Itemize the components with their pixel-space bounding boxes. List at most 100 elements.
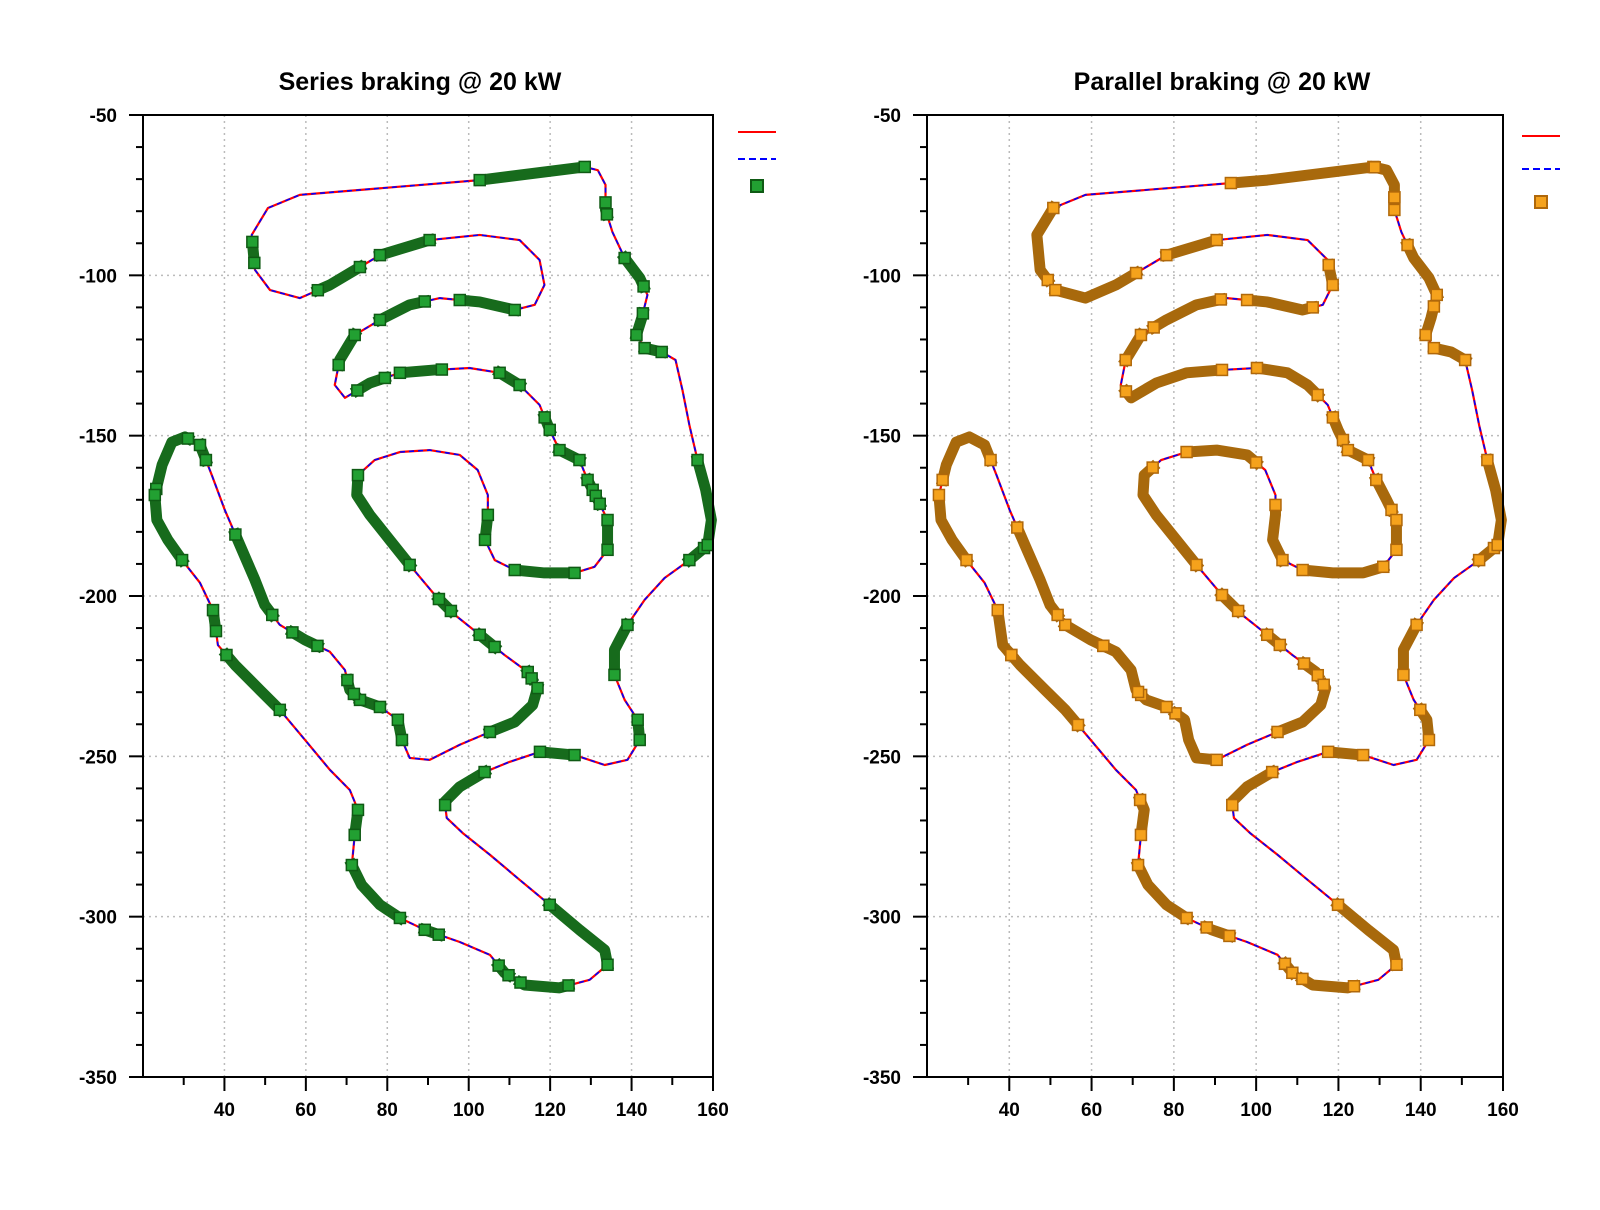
braking-segment — [1118, 364, 1228, 404]
legend-braking-marker — [750, 179, 764, 193]
braking-marker — [209, 624, 223, 638]
braking-segment — [1048, 265, 1144, 304]
braking-marker — [1296, 972, 1309, 986]
braking-marker — [1377, 560, 1390, 574]
braking-marker — [502, 968, 515, 982]
braking-marker — [1047, 201, 1060, 215]
braking-marker — [1250, 361, 1264, 375]
braking-marker — [1336, 433, 1350, 447]
braking-marker — [229, 528, 242, 541]
x-tick-label: 160 — [697, 1100, 729, 1121]
y-tick-label: -250 — [863, 747, 901, 768]
braking-marker — [1410, 618, 1423, 632]
braking-marker — [1430, 288, 1444, 302]
braking-marker — [435, 363, 449, 376]
braking-marker — [608, 668, 621, 682]
braking-marker — [478, 533, 492, 547]
braking-marker — [601, 513, 614, 527]
braking-marker — [568, 748, 581, 762]
braking-marker — [473, 173, 486, 187]
braking-segment — [228, 527, 280, 623]
braking-segment — [1250, 361, 1326, 403]
x-tick-label: 160 — [1487, 1100, 1519, 1121]
braking-marker — [351, 384, 364, 397]
braking-marker — [932, 488, 946, 502]
braking-marker — [348, 828, 361, 842]
chart-title: Series braking @ 20 kW — [279, 68, 562, 96]
braking-marker — [348, 328, 361, 342]
braking-marker — [1481, 453, 1494, 467]
braking-marker — [378, 371, 392, 385]
braking-marker — [1388, 191, 1401, 204]
braking-marker — [1071, 718, 1085, 732]
x-tick-label: 120 — [534, 1100, 566, 1121]
y-tick-label: -150 — [79, 427, 117, 448]
braking-marker — [1296, 563, 1309, 577]
braking-segment — [1480, 453, 1507, 552]
braking-marker — [1388, 203, 1401, 217]
braking-marker — [1326, 411, 1340, 424]
track-line — [937, 165, 1503, 989]
braking-marker — [199, 453, 213, 467]
braking-marker — [1297, 657, 1311, 670]
braking-segment — [1267, 499, 1290, 568]
braking-marker — [936, 473, 949, 487]
braking-segment — [473, 160, 591, 187]
braking-marker — [984, 453, 997, 467]
braking-marker — [655, 345, 668, 359]
braking-segment — [1159, 233, 1224, 262]
braking-segment — [310, 259, 368, 298]
y-tick-label: -300 — [79, 908, 117, 929]
braking-segment — [1296, 559, 1391, 579]
braking-segment — [608, 617, 635, 681]
braking-marker — [636, 307, 650, 320]
braking-marker — [1422, 733, 1436, 747]
braking-segment — [453, 294, 522, 317]
braking-marker — [630, 328, 643, 342]
braking-marker — [1169, 707, 1182, 720]
braking-marker — [332, 358, 345, 372]
x-tick-label: 120 — [1323, 1100, 1355, 1121]
braking-marker — [373, 313, 387, 327]
braking-marker — [1129, 266, 1143, 280]
braking-marker — [573, 453, 586, 467]
braking-marker — [562, 979, 575, 992]
braking-marker — [601, 958, 614, 972]
braking-marker — [373, 700, 387, 714]
y-tick-label: -150 — [863, 427, 901, 448]
braking-marker — [578, 160, 591, 174]
braking-segment — [351, 469, 418, 573]
series-braking-chart: Series braking @ 20 kW 40 60 80 100 120 140 16… — [79, 68, 776, 1121]
braking-marker — [991, 603, 1005, 617]
braking-marker — [393, 911, 407, 925]
braking-marker — [1361, 453, 1375, 467]
braking-marker — [1011, 521, 1024, 534]
braking-marker — [1390, 513, 1403, 527]
braking-marker — [1322, 258, 1335, 272]
braking-segment — [512, 974, 576, 994]
braking-marker — [193, 438, 207, 452]
braking-marker — [1119, 385, 1133, 398]
braking-marker — [418, 923, 431, 937]
x-tick-label: 40 — [999, 1100, 1020, 1121]
braking-marker — [206, 603, 220, 617]
braking-marker — [1097, 639, 1110, 653]
braking-segment — [482, 681, 545, 740]
braking-marker — [1049, 283, 1062, 297]
braking-marker — [618, 251, 631, 265]
braking-marker — [444, 604, 458, 618]
braking-marker — [600, 208, 614, 221]
braking-marker — [599, 196, 612, 209]
y-tick-label: -350 — [863, 1068, 901, 1089]
braking-marker — [1133, 793, 1147, 807]
track-line — [153, 165, 713, 989]
braking-marker — [683, 553, 696, 567]
braking-marker — [508, 303, 521, 317]
braking-marker — [148, 488, 162, 502]
braking-marker — [438, 798, 452, 812]
braking-marker — [1390, 958, 1403, 972]
y-tick-label: -300 — [863, 908, 901, 929]
y-tick-label: -50 — [90, 106, 117, 127]
braking-marker — [286, 626, 299, 639]
braking-segment — [372, 294, 432, 328]
